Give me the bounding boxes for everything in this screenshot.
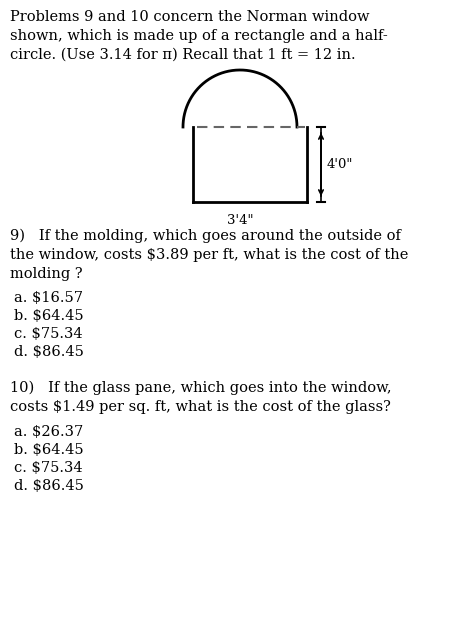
Text: a. $16.57: a. $16.57 — [14, 291, 83, 305]
Text: d. $86.45: d. $86.45 — [14, 479, 84, 493]
Text: 9)   If the molding, which goes around the outside of
the window, costs $3.89 pe: 9) If the molding, which goes around the… — [10, 229, 409, 282]
Text: c. $75.34: c. $75.34 — [14, 461, 82, 475]
Text: 4'0": 4'0" — [327, 158, 354, 171]
Text: 10)   If the glass pane, which goes into the window,
costs $1.49 per sq. ft, wha: 10) If the glass pane, which goes into t… — [10, 381, 392, 414]
Text: b. $64.45: b. $64.45 — [14, 443, 84, 457]
Text: b. $64.45: b. $64.45 — [14, 309, 84, 323]
Text: 3'4": 3'4" — [227, 214, 253, 227]
Text: c. $75.34: c. $75.34 — [14, 327, 82, 341]
Text: d. $86.45: d. $86.45 — [14, 345, 84, 359]
Text: a. $26.37: a. $26.37 — [14, 425, 83, 439]
Text: Problems 9 and 10 concern the Norman window
shown, which is made up of a rectang: Problems 9 and 10 concern the Norman win… — [10, 10, 388, 62]
